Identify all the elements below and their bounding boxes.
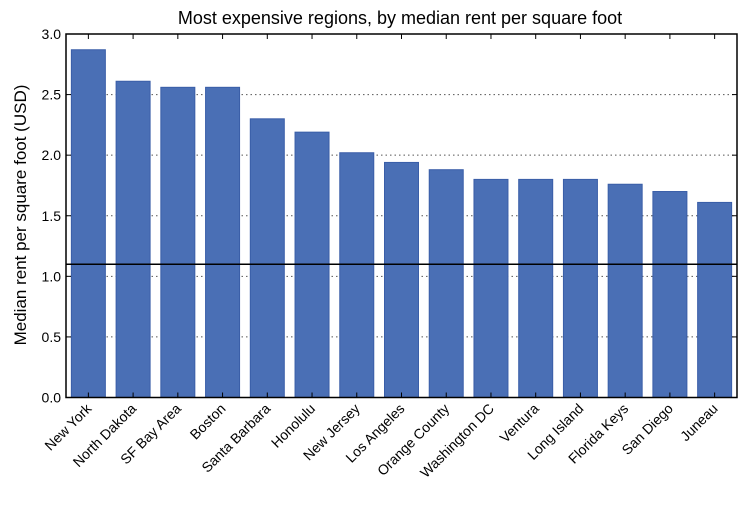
bar	[160, 86, 196, 399]
bar	[339, 152, 375, 398]
chart-title: Most expensive regions, by median rent p…	[178, 8, 622, 28]
bar	[652, 191, 688, 398]
bar	[70, 49, 106, 398]
bar	[249, 118, 285, 398]
y-tick-label: 1.5	[42, 208, 62, 224]
bar	[473, 178, 509, 398]
bar	[697, 201, 733, 398]
bar	[384, 161, 419, 398]
bar	[428, 169, 464, 398]
y-tick-label: 1.0	[42, 268, 62, 284]
y-tick-label: 0.5	[42, 329, 62, 345]
bar	[205, 86, 241, 399]
bar	[607, 183, 643, 398]
x-tick-label: Boston	[187, 400, 229, 442]
bar	[115, 80, 151, 398]
bar	[562, 178, 598, 398]
y-tick-label: 3.0	[42, 26, 62, 42]
bar	[518, 178, 554, 398]
y-axis-label: Median rent per square foot (USD)	[11, 85, 30, 346]
x-tick-label: Ventura	[496, 400, 542, 446]
y-tick-label: 2.5	[42, 87, 62, 103]
y-tick-label: 2.0	[42, 147, 62, 163]
y-tick-label: 0.0	[42, 390, 62, 406]
x-tick-label: Juneau	[677, 400, 721, 444]
